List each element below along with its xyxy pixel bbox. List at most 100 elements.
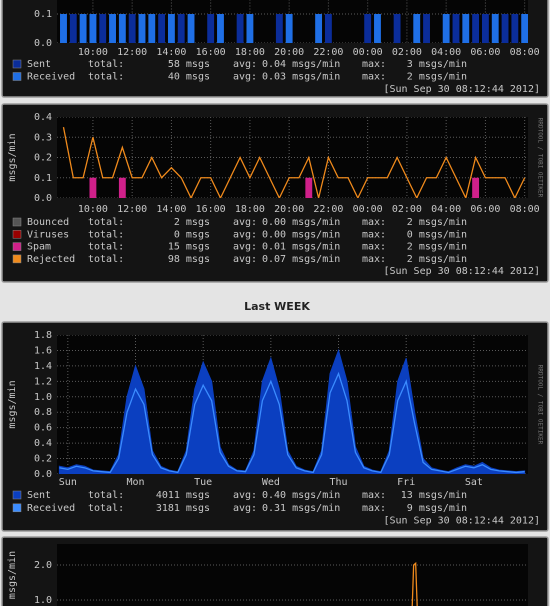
bar: [158, 14, 166, 43]
bar: [442, 14, 450, 43]
y-tick-label: 0.0: [34, 193, 52, 204]
x-tick-label: 12:00: [117, 47, 147, 58]
stat-avg: 0.00 msgs/min: [262, 217, 340, 228]
bar: [472, 177, 480, 198]
plot: [57, 335, 528, 474]
stat-label: max:: [362, 229, 386, 240]
legend-label: Sent: [27, 490, 51, 501]
bar: [79, 14, 87, 43]
plot: [57, 561, 528, 606]
line: [62, 127, 526, 198]
legend-label: Spam: [27, 242, 51, 253]
y-tick-label: 0.1: [34, 9, 52, 20]
x-tick-label: 22:00: [313, 204, 343, 215]
stat-total: 40 msgs: [168, 72, 210, 83]
legend-swatch: [12, 490, 22, 500]
stat-label: max:: [362, 72, 386, 83]
credit: RRDTOOL / TOBI OETIKER: [537, 118, 544, 198]
stat-label: total:: [88, 229, 124, 240]
legend-swatch: [12, 217, 22, 227]
plot: [57, 0, 528, 43]
stat-label: avg:: [233, 254, 257, 265]
y-tick-label: 0.0: [34, 469, 52, 480]
y-tick-label: 1.2: [34, 376, 52, 387]
bar: [148, 14, 156, 43]
bar: [246, 14, 254, 43]
bar: [177, 14, 185, 43]
stat-max: 0 msgs/min: [407, 229, 467, 240]
section-heading: Last WEEK: [244, 300, 310, 313]
stat-total: 0 msgs: [174, 229, 210, 240]
stat-label: avg:: [233, 242, 257, 253]
y-tick-label: 0.1: [34, 173, 52, 184]
x-tick-label: Tue: [194, 477, 212, 488]
y-tick-label: 0.2: [34, 454, 52, 465]
stat-label: total:: [88, 254, 124, 265]
bar: [393, 14, 401, 43]
x-tick-label: Wed: [262, 477, 280, 488]
bar: [521, 14, 528, 43]
x-tick-label: 18:00: [235, 47, 265, 58]
stat-label: total:: [88, 72, 124, 83]
bar: [89, 177, 97, 198]
x-tick-label: 04:00: [431, 47, 461, 58]
y-axis-label: msgs/min: [7, 380, 18, 428]
line: [411, 561, 418, 606]
stat-total: 3181 msgs: [156, 503, 210, 514]
x-tick-label: 10:00: [78, 204, 108, 215]
bar: [217, 14, 224, 43]
y-tick-label: 0.4: [34, 438, 52, 449]
bar: [315, 14, 323, 43]
bar: [364, 14, 372, 43]
plot: [57, 117, 528, 198]
x-tick-label: Sat: [465, 477, 483, 488]
x-tick-label: 08:00: [510, 47, 540, 58]
stat-avg: 0.31 msgs/min: [262, 503, 340, 514]
legend-swatch: [12, 72, 22, 81]
x-tick-label: Fri: [397, 477, 415, 488]
bar: [413, 14, 421, 43]
x-tick-label: 02:00: [392, 47, 422, 58]
bar: [275, 14, 283, 43]
bar: [472, 14, 480, 43]
y-tick-label: 1.6: [34, 345, 52, 356]
x-tick-label: 14:00: [156, 47, 186, 58]
bar: [167, 14, 175, 43]
y-tick-label: 0.2: [34, 153, 52, 164]
stat-label: total:: [88, 490, 124, 501]
y-tick-label: 0.8: [34, 407, 52, 418]
stat-avg: 0.07 msgs/min: [262, 254, 340, 265]
y-tick-label: 0.6: [34, 423, 52, 434]
stat-label: total:: [88, 59, 124, 70]
bar: [481, 14, 489, 43]
stat-total: 15 msgs: [168, 242, 210, 253]
stat-max: 2 msgs/min: [407, 254, 467, 265]
legend-swatch: [12, 503, 22, 513]
x-tick-label: 14:00: [156, 204, 186, 215]
bar: [305, 177, 313, 198]
bar: [462, 14, 470, 43]
legend-label: Received: [27, 72, 75, 83]
bar: [423, 14, 430, 43]
x-tick-label: 16:00: [196, 204, 226, 215]
legend-swatch: [12, 254, 22, 264]
y-tick-label: 0.0: [34, 38, 52, 49]
bar: [99, 14, 107, 43]
stat-label: max:: [362, 217, 386, 228]
stat-label: max:: [362, 59, 386, 70]
x-tick-label: 02:00: [392, 204, 422, 215]
stat-max: 2 msgs/min: [407, 72, 467, 83]
stat-avg: 0.04 msgs/min: [262, 59, 340, 70]
stat-total: 2 msgs: [174, 217, 210, 228]
x-tick-label: Thu: [329, 477, 347, 488]
stat-avg: 0.40 msgs/min: [262, 490, 340, 501]
bar: [207, 14, 215, 43]
stat-avg: 0.00 msgs/min: [262, 229, 340, 240]
x-tick-label: 04:00: [431, 204, 461, 215]
plot-area: [57, 544, 528, 606]
bar: [128, 14, 136, 43]
legend-label: Rejected: [27, 254, 75, 265]
y-tick-label: 1.4: [34, 361, 52, 372]
x-tick-label: 12:00: [117, 204, 147, 215]
x-tick-label: Mon: [126, 477, 144, 488]
